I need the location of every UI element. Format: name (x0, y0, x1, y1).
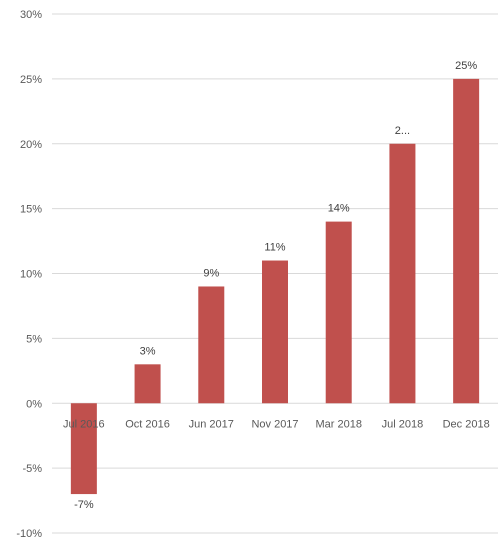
y-tick-label: 30% (20, 9, 42, 21)
data-label: 9% (203, 267, 219, 279)
y-axis-tick-labels: 30% 25% 20% 15% 10% 5% 0% -5% -10% (16, 9, 42, 540)
x-tick-label: Mar 2018 (315, 418, 361, 430)
data-label: 14% (328, 203, 350, 215)
data-label: 11% (264, 242, 285, 254)
bar (134, 364, 161, 404)
y-tick-label: -10% (16, 528, 42, 540)
x-tick-label: Nov 2017 (251, 418, 298, 430)
y-tick-label: 25% (20, 74, 42, 86)
bar (70, 403, 97, 495)
x-tick-label: Jul 2018 (382, 418, 424, 430)
data-label: 2... (395, 125, 410, 137)
bar (198, 286, 225, 404)
data-label: -7% (74, 499, 94, 511)
y-tick-label: 10% (20, 269, 42, 281)
bars (70, 78, 480, 495)
data-label: 25% (455, 60, 477, 72)
x-axis-tick-labels: Jul 2016 Oct 2016 Jun 2017 Nov 2017 Mar 2018… (63, 418, 490, 430)
bar (325, 221, 352, 404)
bar (453, 78, 480, 404)
x-tick-label: Jul 2016 (63, 418, 105, 430)
y-tick-label: 20% (20, 139, 42, 151)
x-tick-label: Oct 2016 (125, 418, 170, 430)
bar (262, 260, 288, 404)
data-label: 3% (140, 345, 156, 357)
y-tick-label: -5% (22, 463, 42, 475)
x-tick-label: Dec 2018 (443, 418, 490, 430)
bar (389, 143, 416, 404)
y-tick-label: 0% (26, 398, 42, 410)
x-tick-label: Jun 2017 (189, 418, 234, 430)
y-tick-label: 15% (20, 204, 42, 216)
data-labels: -7% 3% 9% 11% 14% 2... 25% (74, 60, 477, 511)
y-tick-label: 5% (26, 333, 42, 345)
